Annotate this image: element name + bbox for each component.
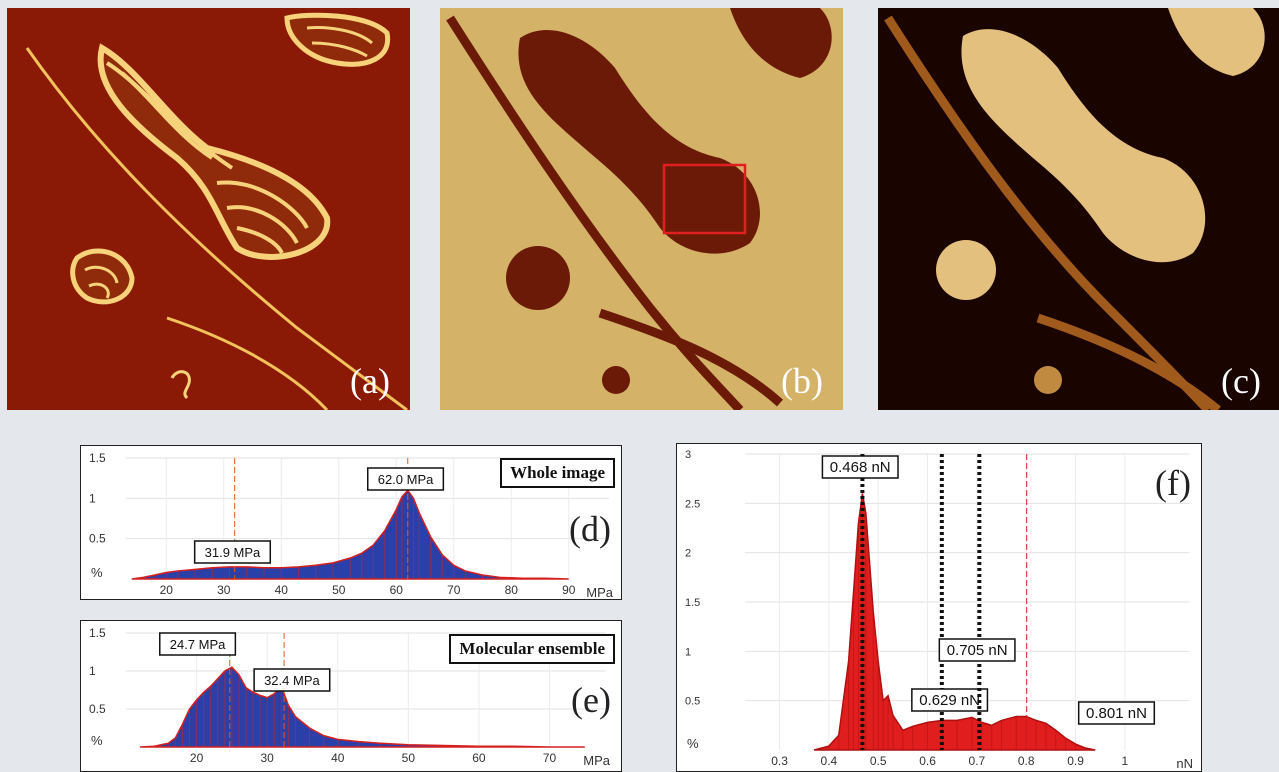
- panel-label-d: (d): [569, 509, 611, 549]
- peak-label-text: 0.468 nN: [830, 459, 891, 476]
- y-tick-label: 1.5: [89, 626, 106, 640]
- zoom-region-marker: [662, 163, 747, 235]
- x-tick-label: 50: [402, 751, 416, 765]
- x-tick-label: 80: [505, 583, 519, 597]
- histogram-e-title: Molecular ensemble: [449, 634, 615, 664]
- afm-adhesion-image: [878, 8, 1279, 410]
- peak-label-text: 0.801 nN: [1086, 705, 1147, 722]
- x-tick-label: 60: [390, 583, 404, 597]
- afm-panel-a: (a): [7, 8, 410, 410]
- panel-label-e: (e): [571, 680, 611, 720]
- panel-label-f: (f): [1155, 463, 1191, 503]
- x-tick-label: 0.8: [1018, 754, 1035, 768]
- afm-elasticity-image: [440, 8, 843, 410]
- y-tick-label: 1.5: [685, 597, 700, 609]
- y-tick-label: 1: [89, 491, 96, 505]
- histogram-whole-image: 0.5 1 1.5% 20 30 40 50 60 70 80 90 MPa 31.9 MPa 62.0 …: [80, 445, 622, 600]
- peak-label-box: [193, 540, 272, 564]
- x-tick-label: 40: [275, 583, 289, 597]
- y-axis-label: %: [687, 736, 699, 751]
- peak-label-box: [911, 688, 989, 712]
- peak-label-text: 24.7 MPa: [170, 637, 226, 652]
- histogram-area: [140, 666, 585, 748]
- y-axis-label: %: [91, 733, 103, 748]
- peak-label-text: 31.9 MPa: [205, 545, 261, 560]
- peak-label-box: [1077, 701, 1156, 725]
- y-tick-label: 0.5: [685, 696, 700, 708]
- histogram-area: [813, 493, 1096, 751]
- y-tick-label: 1.5: [89, 451, 106, 465]
- y-axis-label: %: [91, 565, 103, 580]
- peak-label-box: [253, 668, 331, 692]
- histogram-f-plot: 0.5 1 1.5 2 2.5 3% 0.3 0.4 0.5 0.6 0.7 0.8 0.9 1 nN 0.4…: [685, 449, 1193, 771]
- peak-label-text: 0.705 nN: [947, 642, 1008, 659]
- peak-label-box: [159, 632, 237, 656]
- x-tick-label: 20: [160, 583, 174, 597]
- peak-label-box: [938, 638, 1016, 662]
- peak-label-text: 32.4 MPa: [264, 673, 320, 688]
- afm-panel-b: (b): [440, 8, 843, 410]
- x-tick-label: 0.7: [969, 754, 986, 768]
- panel-label-c: (c): [1221, 361, 1261, 401]
- x-tick-label: 90: [562, 583, 576, 597]
- histogram-d-plot: 0.5 1 1.5% 20 30 40 50 60 70 80 90 MPa 31.9 MPa 62.0 …: [89, 451, 614, 600]
- x-tick-label: 30: [217, 583, 231, 597]
- x-tick-label: 20: [190, 751, 204, 765]
- x-axis-label: nN: [1176, 756, 1193, 771]
- y-tick-label: 0.5: [89, 532, 106, 546]
- x-axis-label: MPa: [586, 585, 614, 600]
- x-tick-label: 0.4: [821, 754, 838, 768]
- peak-label-text: 0.629 nN: [919, 692, 980, 709]
- peak-label-box: [821, 455, 899, 479]
- x-tick-label: 60: [472, 751, 486, 765]
- x-tick-label: 0.6: [919, 754, 936, 768]
- y-tick-label: 1: [685, 646, 691, 658]
- x-tick-label: 70: [447, 583, 461, 597]
- y-tick-label: 2: [685, 548, 691, 560]
- y-tick-label: 0.5: [89, 702, 106, 716]
- x-tick-label: 70: [543, 751, 557, 765]
- panel-label-b: (b): [781, 361, 823, 401]
- x-tick-label: 30: [260, 751, 274, 765]
- x-tick-label: 50: [332, 583, 346, 597]
- y-tick-label: 3: [685, 449, 691, 461]
- afm-panel-c: (c): [878, 8, 1279, 410]
- y-tick-label: 1: [89, 664, 96, 678]
- histogram-molecular-ensemble: 0.5 1 1.5% 20 30 40 50 60 70 MPa 24.7 MPa 32.4 MPa …: [80, 620, 622, 772]
- histogram-d-title: Whole image: [500, 458, 615, 488]
- x-axis-label: MPa: [583, 753, 611, 768]
- x-tick-label: 1: [1122, 754, 1129, 768]
- panel-label-a: (a): [350, 361, 390, 401]
- x-tick-label: 0.9: [1067, 754, 1084, 768]
- peak-label-text: 62.0 MPa: [378, 472, 434, 487]
- peak-label-box: [367, 467, 445, 491]
- y-tick-label: 2.5: [685, 498, 700, 510]
- x-tick-label: 0.3: [771, 754, 788, 768]
- x-tick-label: 0.5: [870, 754, 887, 768]
- histogram-adhesion-force: 0.5 1 1.5 2 2.5 3% 0.3 0.4 0.5 0.6 0.7 0.8 0.9 1 nN 0.4…: [676, 443, 1202, 772]
- afm-topography-image: [7, 8, 410, 410]
- x-tick-label: 40: [331, 751, 345, 765]
